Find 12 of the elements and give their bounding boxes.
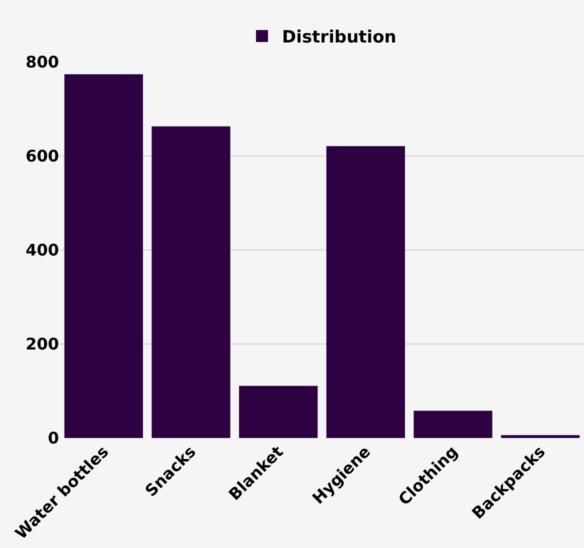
legend-label: Distribution bbox=[282, 28, 396, 48]
y-tick-label: 200 bbox=[26, 334, 59, 354]
y-tick-label: 600 bbox=[26, 146, 59, 166]
bar bbox=[326, 146, 405, 438]
bar bbox=[239, 386, 318, 438]
bar bbox=[152, 126, 230, 438]
y-tick-label: 400 bbox=[26, 240, 59, 260]
bar bbox=[64, 74, 143, 438]
y-tick-label: 800 bbox=[26, 52, 59, 72]
bar bbox=[414, 410, 492, 438]
bar bbox=[501, 435, 580, 438]
y-tick-label: 0 bbox=[48, 428, 59, 448]
